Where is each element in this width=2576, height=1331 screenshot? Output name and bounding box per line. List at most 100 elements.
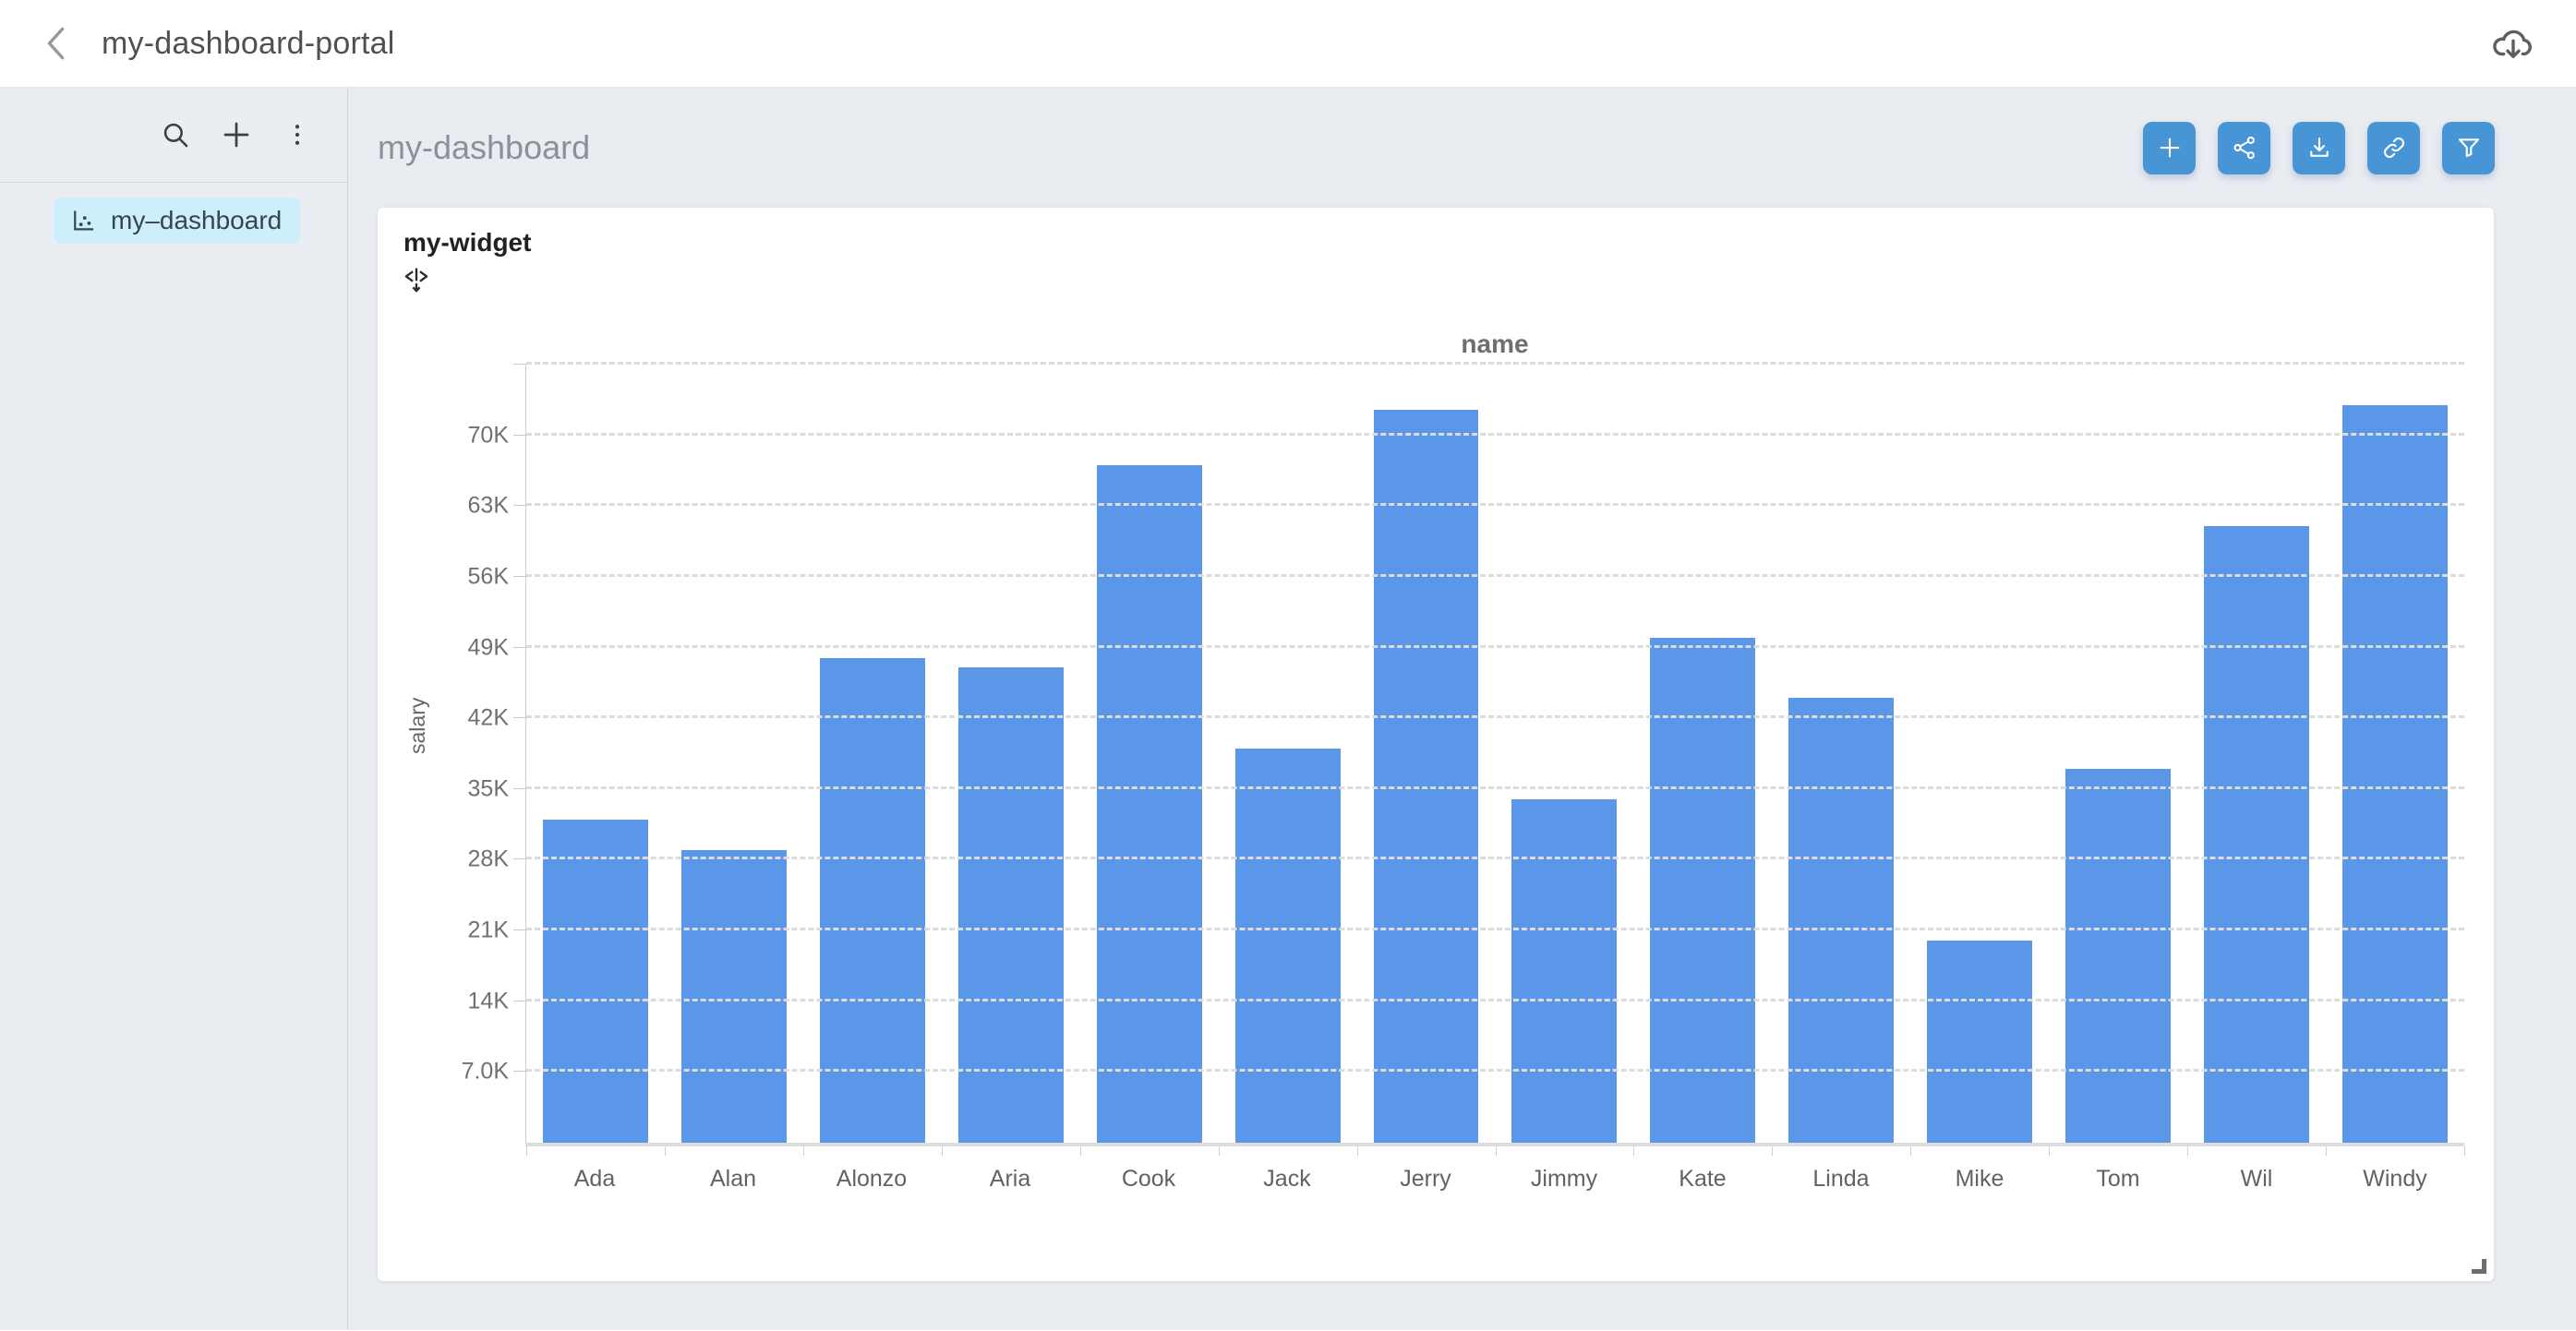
x-tick-mark [1495,1146,1497,1156]
sidebar-item-my-dashboard[interactable]: my–dashboard [54,198,300,244]
gridline [526,362,2464,365]
bar-windy[interactable] [2341,404,2448,1143]
y-tick-mark [513,364,526,365]
sidebar-toolbar [0,88,347,183]
download-icon [2309,137,2329,157]
page-title: my-dashboard [378,128,591,166]
bar-slot [1633,365,1772,1143]
sidebar-menu-button[interactable] [279,116,316,153]
x-axis-label: Wil [2240,1166,2273,1192]
download-button[interactable] [2293,121,2345,174]
gridline [526,785,2464,789]
widget-title: my-widget [403,228,532,257]
bar-aria[interactable] [957,667,1064,1143]
x-axis-label: Mike [1955,1166,2004,1192]
y-tick-label: 49K [467,634,509,661]
bar-jerry[interactable] [1373,410,1479,1143]
bar-wil[interactable] [2204,526,2309,1143]
y-tick-label: 21K [467,917,509,943]
x-axis-label: Jimmy [1530,1166,1598,1192]
back-button[interactable] [37,23,78,64]
x-tick-mark [2464,1146,2465,1156]
search-icon [163,123,188,148]
y-tick-mark [513,505,526,507]
bar-slot [803,365,942,1143]
bar-ada[interactable] [542,819,648,1143]
y-tick-label: 56K [467,563,509,590]
y-tick-label: 7.0K [461,1058,509,1085]
bar-slot [1219,365,1357,1143]
plus-icon [223,122,249,148]
x-axis-label: Alonzo [836,1166,908,1192]
add-widget-button[interactable] [2143,121,2196,174]
share-icon [2233,136,2255,160]
x-tick-mark [802,1146,804,1156]
link-icon [2383,137,2404,159]
y-tick-mark [513,858,526,860]
bar-slot [1495,365,1633,1143]
widget-resize-handle[interactable] [2472,1259,2486,1274]
search-button[interactable] [157,116,194,153]
y-tick-label: 35K [467,775,509,802]
x-axis-line [525,1143,2464,1146]
x-axis-label: Kate [1679,1166,1727,1192]
main-content: my-dashboard [348,88,2576,1330]
y-tick-label: 14K [467,988,509,1014]
bar-alan[interactable] [680,849,787,1143]
bar-slot [1772,365,1910,1143]
x-axis-label: Jack [1263,1166,1311,1192]
drill-down-icon[interactable] [402,265,431,296]
bar-cook[interactable] [1096,465,1202,1143]
gridline [526,1069,2464,1073]
x-axis-label: Ada [573,1166,616,1192]
bar-kate[interactable] [1650,637,1756,1143]
add-dashboard-button[interactable] [218,116,255,153]
y-tick-mark [513,787,526,789]
scatter-chart-icon [74,210,94,231]
x-tick-mark [664,1146,666,1156]
x-tick-mark [1772,1146,1774,1156]
copy-link-button[interactable] [2367,121,2420,174]
bar-slot [942,365,1080,1143]
x-tick-mark [1356,1146,1358,1156]
cloud-download-icon [2493,30,2532,59]
gridline [526,998,2464,1001]
gridline [526,715,2464,719]
bar-linda[interactable] [1788,698,1895,1143]
gridline [526,644,2464,648]
sidebar: my–dashboard [0,88,348,1330]
sidebar-item-label: my–dashboard [111,206,283,234]
bar-jack[interactable] [1234,749,1341,1143]
filter-button[interactable] [2442,121,2495,174]
x-tick-mark [941,1146,943,1156]
bar-alonzo[interactable] [819,657,925,1143]
y-tick-mark [513,1071,526,1073]
gridline [526,928,2464,931]
gridline [526,857,2464,860]
chart-plot-area: 7.0K 14K 21K 28K 35K 42K 49K 56K 63K 70K [462,362,2465,1156]
y-tick-mark [513,717,526,719]
bar-tom[interactable] [2065,768,2172,1143]
x-tick-mark [1079,1146,1081,1156]
x-tick-mark [1218,1146,1220,1156]
y-tick-mark [513,646,526,648]
y-tick-mark [513,929,526,931]
bar-slot [2326,365,2464,1143]
widget-card: my-widget name 7.0K 14K 21K 28K 35K 42K 49K 56K… [378,208,2494,1281]
bar-jimmy[interactable] [1511,798,1618,1143]
bar-mike[interactable] [1927,941,2033,1143]
top-header: my-dashboard-portal [0,0,2576,88]
x-tick-mark [2187,1146,2189,1156]
cloud-download-button[interactable] [2487,18,2539,69]
dashboard-toolbar [2143,121,2495,174]
y-tick-label: 42K [467,704,509,731]
plus-icon [2160,138,2179,158]
share-button[interactable] [2218,121,2270,174]
gridline [526,573,2464,577]
x-tick-mark [1910,1146,1912,1156]
y-tick-label: 63K [467,492,509,519]
portal-title: my-dashboard-portal [102,25,395,61]
chevron-left-icon [47,27,65,60]
bar-slot [1357,365,1496,1143]
bar-slot [526,365,665,1143]
